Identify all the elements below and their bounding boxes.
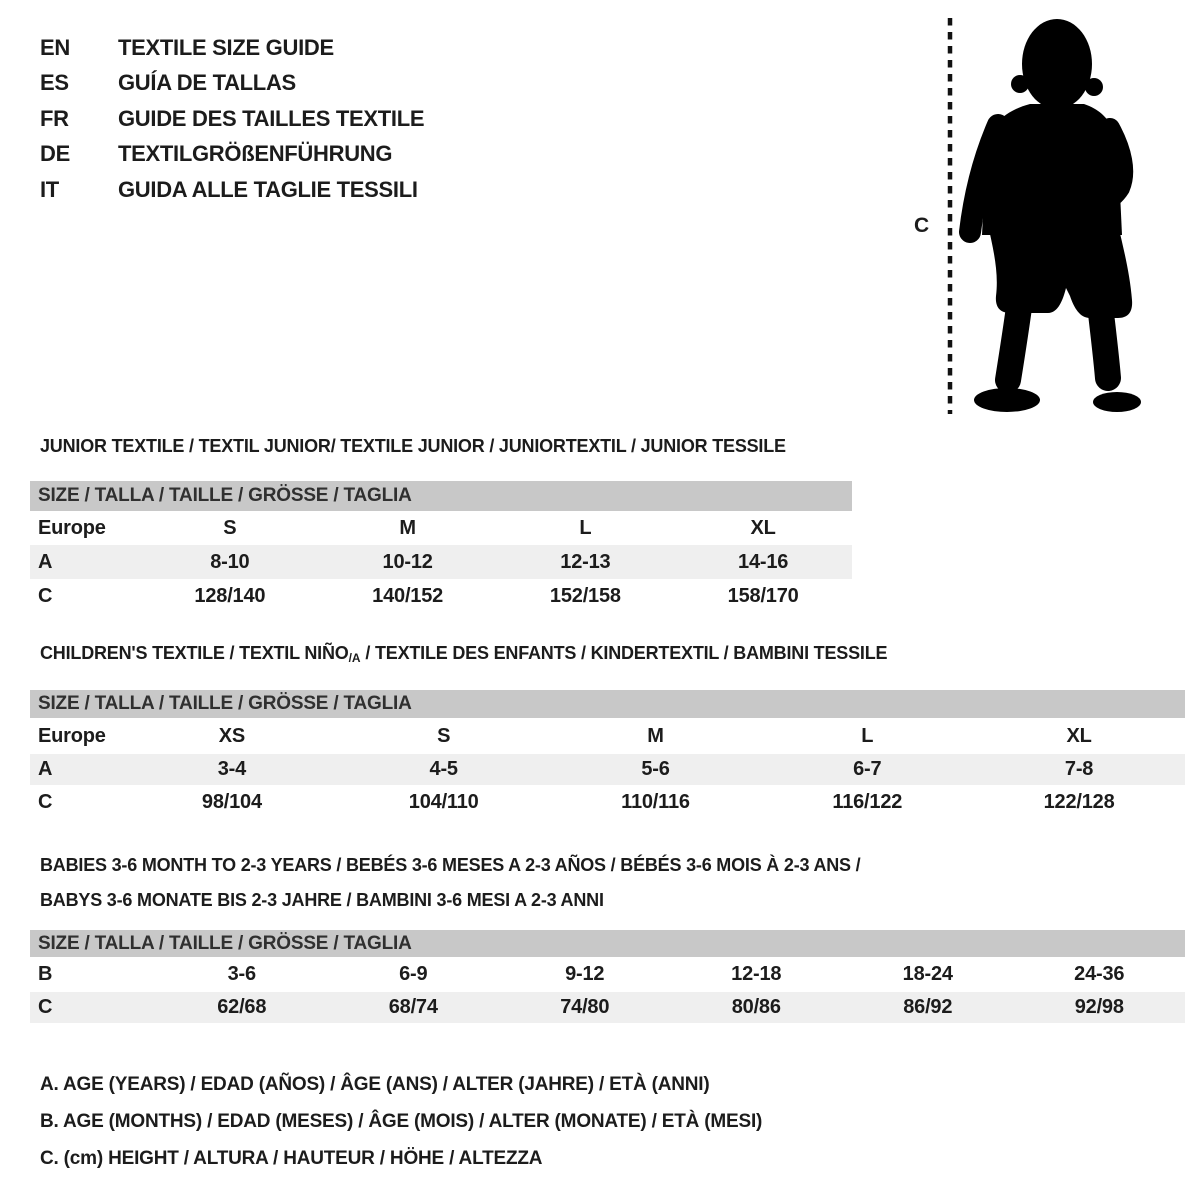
table-cell: 92/98 xyxy=(1074,996,1124,1018)
table-cell: 6-9 xyxy=(399,963,428,985)
language-row: IT GUIDA ALLE TAGLIE TESSILI xyxy=(40,172,424,208)
table-row-age: A 8-10 10-12 12-13 14-16 xyxy=(30,545,852,579)
legend-line-c: C. (cm) HEIGHT / ALTURA / HAUTEUR / HÖHE… xyxy=(40,1148,543,1169)
language-title-list: EN TEXTILE SIZE GUIDE ES GUÍA DE TALLAS … xyxy=(40,30,425,208)
row-label: C xyxy=(38,996,53,1018)
row-label: C xyxy=(38,584,53,607)
table-cell: 24-36 xyxy=(1074,963,1125,985)
table-row-height: C 98/104 104/110 110/116 116/122 122/128 xyxy=(30,785,1185,819)
language-code: FR xyxy=(40,105,69,131)
toddler-figure xyxy=(900,12,1150,424)
table-cell: XL xyxy=(750,516,776,539)
row-label: Europe xyxy=(38,516,106,539)
language-row: DE TEXTILGRÖßENFÜHRUNG xyxy=(40,137,424,173)
junior-size-table: SIZE / TALLA / TAILLE / GRÖSSE / TAGLIA … xyxy=(30,481,852,613)
language-code: ES xyxy=(40,70,69,96)
table-row-europe: Europe S M L XL xyxy=(30,511,852,545)
babies-section-title: BABIES 3-6 MONTH TO 2-3 YEARS / BEBÉS 3-… xyxy=(40,848,861,918)
table-cell: 3-4 xyxy=(217,758,247,780)
table-cell: 7-8 xyxy=(1064,758,1094,780)
children-title-post: / TEXTILE DES ENFANTS / KINDERTEXTIL / B… xyxy=(360,643,888,663)
table-cell: 98/104 xyxy=(201,790,262,813)
row-label: A xyxy=(38,758,53,780)
legend-line-b: B. AGE (MONTHS) / EDAD (MESES) / ÂGE (MO… xyxy=(40,1111,763,1132)
row-label: A xyxy=(38,550,53,573)
table-row-height: C 128/140 140/152 152/158 158/170 xyxy=(30,579,852,613)
junior-section-title: JUNIOR TEXTILE / TEXTIL JUNIOR/ TEXTILE … xyxy=(40,436,786,456)
table-cell: M xyxy=(399,516,416,539)
table-cell: 110/116 xyxy=(621,790,690,813)
babies-size-table: SIZE / TALLA / TAILLE / GRÖSSE / TAGLIA … xyxy=(30,930,1185,1023)
table-cell: XS xyxy=(218,724,246,747)
table-cell: 14-16 xyxy=(738,550,789,573)
table-cell: 128/140 xyxy=(194,584,266,607)
toddler-silhouette-svg xyxy=(947,18,1141,414)
row-label: C xyxy=(38,790,53,813)
toddler-silhouette xyxy=(959,19,1141,412)
language-label: GUÍA DE TALLAS xyxy=(118,70,296,96)
language-row: FR GUIDE DES TAILLES TEXTILE xyxy=(40,101,425,137)
size-header-band: SIZE / TALLA / TAILLE / GRÖSSE / TAGLIA xyxy=(30,481,852,511)
table-cell: 104/110 xyxy=(408,790,479,813)
babies-title-line2: BABYS 3-6 MONATE BIS 2-3 JAHRE / BAMBINI… xyxy=(40,890,604,910)
table-cell: 18-24 xyxy=(902,963,953,985)
table-cell: 6-7 xyxy=(853,758,882,780)
language-code: IT xyxy=(40,176,59,202)
table-cell: 8-10 xyxy=(210,550,250,573)
language-row: ES GUÍA DE TALLAS xyxy=(40,66,424,102)
table-cell: 5-6 xyxy=(641,758,670,780)
table-cell: 10-12 xyxy=(382,550,433,573)
children-title-sub: /A xyxy=(348,651,361,665)
language-label: GUIDE DES TAILLES TEXTILE xyxy=(118,105,425,131)
table-cell: 3-6 xyxy=(227,963,257,985)
table-cell: L xyxy=(579,516,592,539)
table-cell: 80/86 xyxy=(731,996,781,1018)
table-cell: 152/158 xyxy=(549,584,621,607)
table-cell: 12-13 xyxy=(560,550,611,573)
row-label: Europe xyxy=(38,724,106,747)
language-label: GUIDA ALLE TAGLIE TESSILI xyxy=(118,176,418,202)
table-cell: 74/80 xyxy=(560,996,610,1018)
legend-line-a: A. AGE (YEARS) / EDAD (AÑOS) / ÂGE (ANS)… xyxy=(40,1074,710,1095)
table-cell: 68/74 xyxy=(388,996,438,1018)
table-cell: 9-12 xyxy=(565,963,605,985)
table-row-age-months: B 3-6 6-9 9-12 12-18 18-24 24-36 xyxy=(30,957,1185,992)
table-cell: 158/170 xyxy=(727,584,799,607)
size-header-band: SIZE / TALLA / TAILLE / GRÖSSE / TAGLIA xyxy=(30,930,1185,957)
table-cell: S xyxy=(223,516,237,539)
language-code: DE xyxy=(40,141,70,167)
table-row-europe: Europe XS S M L XL xyxy=(30,718,1185,754)
table-cell: S xyxy=(437,724,451,747)
row-label: B xyxy=(38,963,53,985)
table-cell: L xyxy=(861,724,874,747)
table-cell: 140/152 xyxy=(372,584,444,607)
table-cell: M xyxy=(647,724,664,747)
table-cell: 86/92 xyxy=(903,996,953,1018)
table-row-height: C 62/68 68/74 74/80 80/86 86/92 92/98 xyxy=(30,992,1185,1023)
table-cell: 4-5 xyxy=(429,758,459,780)
table-cell: 62/68 xyxy=(217,996,267,1018)
babies-title-line1: BABIES 3-6 MONTH TO 2-3 YEARS / BEBÉS 3-… xyxy=(40,855,861,875)
children-title-pre: CHILDREN'S TEXTILE / TEXTIL NIÑO xyxy=(40,643,349,663)
table-cell: 122/128 xyxy=(1043,790,1115,813)
children-size-table: SIZE / TALLA / TAILLE / GRÖSSE / TAGLIA … xyxy=(30,690,1185,819)
language-row: EN TEXTILE SIZE GUIDE xyxy=(40,30,424,66)
table-row-age: A 3-4 4-5 5-6 6-7 7-8 xyxy=(30,754,1185,785)
table-cell: 12-18 xyxy=(731,963,782,985)
language-label: TEXTILE SIZE GUIDE xyxy=(118,34,334,60)
children-section-title: CHILDREN'S TEXTILE / TEXTIL NIÑO/A / TEX… xyxy=(40,643,887,665)
height-measure-label: C xyxy=(914,214,930,237)
legend: A. AGE (YEARS) / EDAD (AÑOS) / ÂGE (ANS)… xyxy=(40,1066,762,1177)
table-cell: 116/122 xyxy=(832,790,903,813)
table-cell: XL xyxy=(1066,724,1092,747)
language-label: TEXTILGRÖßENFÜHRUNG xyxy=(118,141,393,167)
size-header-band: SIZE / TALLA / TAILLE / GRÖSSE / TAGLIA xyxy=(30,690,1185,718)
language-code: EN xyxy=(40,34,70,60)
